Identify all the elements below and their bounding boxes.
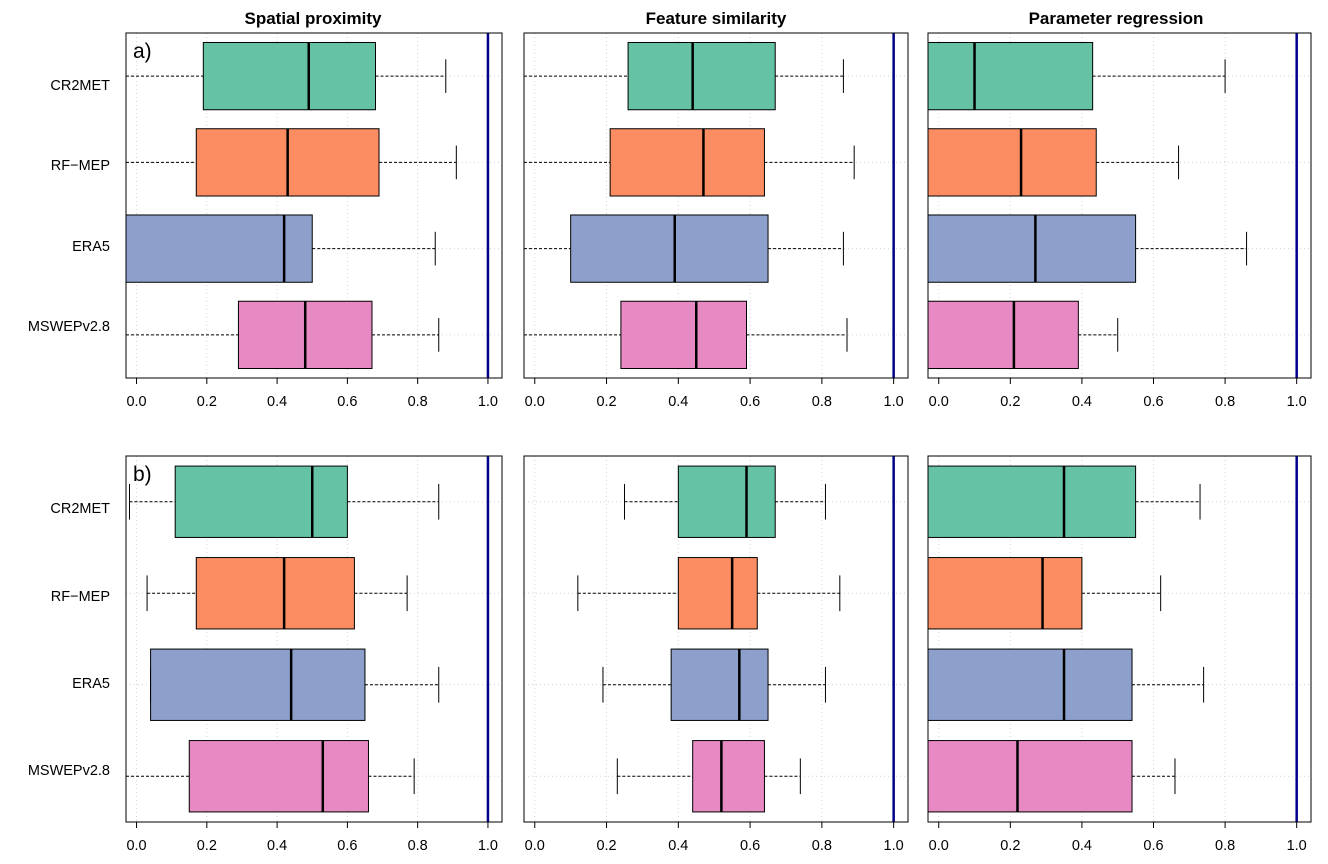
x-tick-label-r1c2: 0.8 — [1215, 838, 1235, 854]
panel-title-spatial-proximity: Spatial proximity — [245, 9, 383, 28]
box-cr2met-r1c2 — [927, 465, 1137, 538]
panel-title-feature-similarity: Feature similarity — [646, 9, 787, 28]
x-tick-label-r1c2: 0.4 — [1072, 838, 1092, 854]
x-tick-label-r1c1: 0.6 — [740, 838, 760, 854]
x-tick-label-r1c2: 0.6 — [1143, 838, 1163, 854]
x-tick-label-r1c0: 1.0 — [478, 838, 498, 854]
x-tick-label-r1c1: 0.4 — [668, 838, 688, 854]
box-cr2met-r0c1 — [627, 41, 776, 111]
box-rf-mep-r0c2 — [927, 128, 1097, 197]
panel-frame-r1c0 — [125, 455, 503, 823]
x-tick-label-r1c2: 0.0 — [929, 838, 949, 854]
x-tick-label-r0c2: 0.2 — [1000, 394, 1020, 410]
box-rf-mep-r1c0 — [195, 557, 355, 630]
x-tick-label-r0c1: 0.0 — [525, 394, 545, 410]
x-tick-label-r1c0: 0.8 — [408, 838, 428, 854]
x-tick-label-r0c0: 0.2 — [197, 394, 217, 410]
box-era5-r1c0 — [150, 648, 366, 721]
x-tick-label-r0c2: 0.8 — [1215, 394, 1235, 410]
category-label-era5-a: ERA5 — [72, 239, 110, 255]
x-tick-label-r1c2: 0.2 — [1000, 838, 1020, 854]
row-label-b: b) — [133, 463, 152, 486]
category-label-rf-mep-a: RF−MEP — [51, 158, 110, 174]
box-mswepv2-8-r1c1 — [692, 740, 765, 813]
x-tick-label-r0c1: 0.8 — [812, 394, 832, 410]
x-tick-label-r1c1: 0.0 — [525, 838, 545, 854]
box-cr2met-r1c1 — [677, 465, 776, 538]
box-cr2met-r1c0 — [174, 465, 348, 538]
plot-layer: 0.0 0.2 0.4 0.6 0.8 1.0 0.0 0.2 0.4 0.6 0.8 1.0 0.0 0… — [125, 32, 1312, 854]
x-tick-label-r0c0: 0.8 — [408, 394, 428, 410]
x-tick-label-r1c2: 1.0 — [1287, 838, 1307, 854]
row-label-a: a) — [133, 40, 152, 63]
category-label-mswep-b: MSWEPv2.8 — [28, 763, 110, 779]
box-mswepv2-8-r1c2 — [927, 740, 1133, 813]
category-label-era5-b: ERA5 — [72, 676, 110, 692]
panel-frame-r0c1 — [523, 32, 909, 379]
x-tick-label-r0c0: 0.0 — [126, 394, 146, 410]
x-tick-label-r1c1: 1.0 — [884, 838, 904, 854]
box-era5-r1c2 — [927, 648, 1133, 721]
x-tick-label-r0c1: 0.4 — [668, 394, 688, 410]
category-label-cr2met-b: CR2MET — [50, 501, 110, 517]
box-era5-r0c2 — [927, 214, 1137, 283]
box-era5-r0c0 — [125, 214, 313, 283]
category-label-mswep-a: MSWEPv2.8 — [28, 319, 110, 335]
box-era5-r1c1 — [670, 648, 769, 721]
x-tick-label-r0c2: 0.6 — [1143, 394, 1163, 410]
x-tick-label-r0c0: 0.6 — [337, 394, 357, 410]
x-tick-label-r1c1: 0.2 — [596, 838, 616, 854]
panel-frame-r1c2 — [927, 455, 1312, 823]
box-mswepv2-8-r1c0 — [188, 740, 369, 813]
box-rf-mep-r1c2 — [927, 557, 1083, 630]
x-tick-label-r0c1: 1.0 — [884, 394, 904, 410]
box-cr2met-r0c2 — [927, 41, 1094, 111]
x-tick-label-r0c2: 0.4 — [1072, 394, 1092, 410]
box-era5-r0c1 — [570, 214, 769, 283]
panel-frame-r0c0 — [125, 32, 503, 379]
box-mswepv2-8-r0c1 — [620, 300, 748, 370]
category-label-cr2met-a: CR2MET — [50, 78, 110, 94]
box-rf-mep-r1c1 — [677, 557, 758, 630]
x-tick-label-r0c1: 0.2 — [596, 394, 616, 410]
x-tick-label-r0c1: 0.6 — [740, 394, 760, 410]
x-tick-label-r0c0: 0.4 — [267, 394, 287, 410]
x-tick-label-r0c2: 1.0 — [1287, 394, 1307, 410]
x-tick-label-r0c0: 1.0 — [478, 394, 498, 410]
panel-frame-r1c1 — [523, 455, 909, 823]
x-tick-label-r1c1: 0.8 — [812, 838, 832, 854]
box-rf-mep-r0c1 — [609, 128, 765, 197]
category-label-rf-mep-b: RF−MEP — [51, 589, 110, 605]
x-tick-label-r1c0: 0.2 — [197, 838, 217, 854]
panel-frame-r0c2 — [927, 32, 1312, 379]
x-tick-label-r1c0: 0.0 — [126, 838, 146, 854]
x-tick-label-r0c2: 0.0 — [929, 394, 949, 410]
panel-title-parameter-regression: Parameter regression — [1029, 9, 1204, 28]
x-tick-label-r1c0: 0.6 — [337, 838, 357, 854]
box-mswepv2-8-r0c2 — [927, 300, 1079, 370]
x-tick-label-r1c0: 0.4 — [267, 838, 287, 854]
box-cr2met-r0c0 — [202, 41, 376, 111]
